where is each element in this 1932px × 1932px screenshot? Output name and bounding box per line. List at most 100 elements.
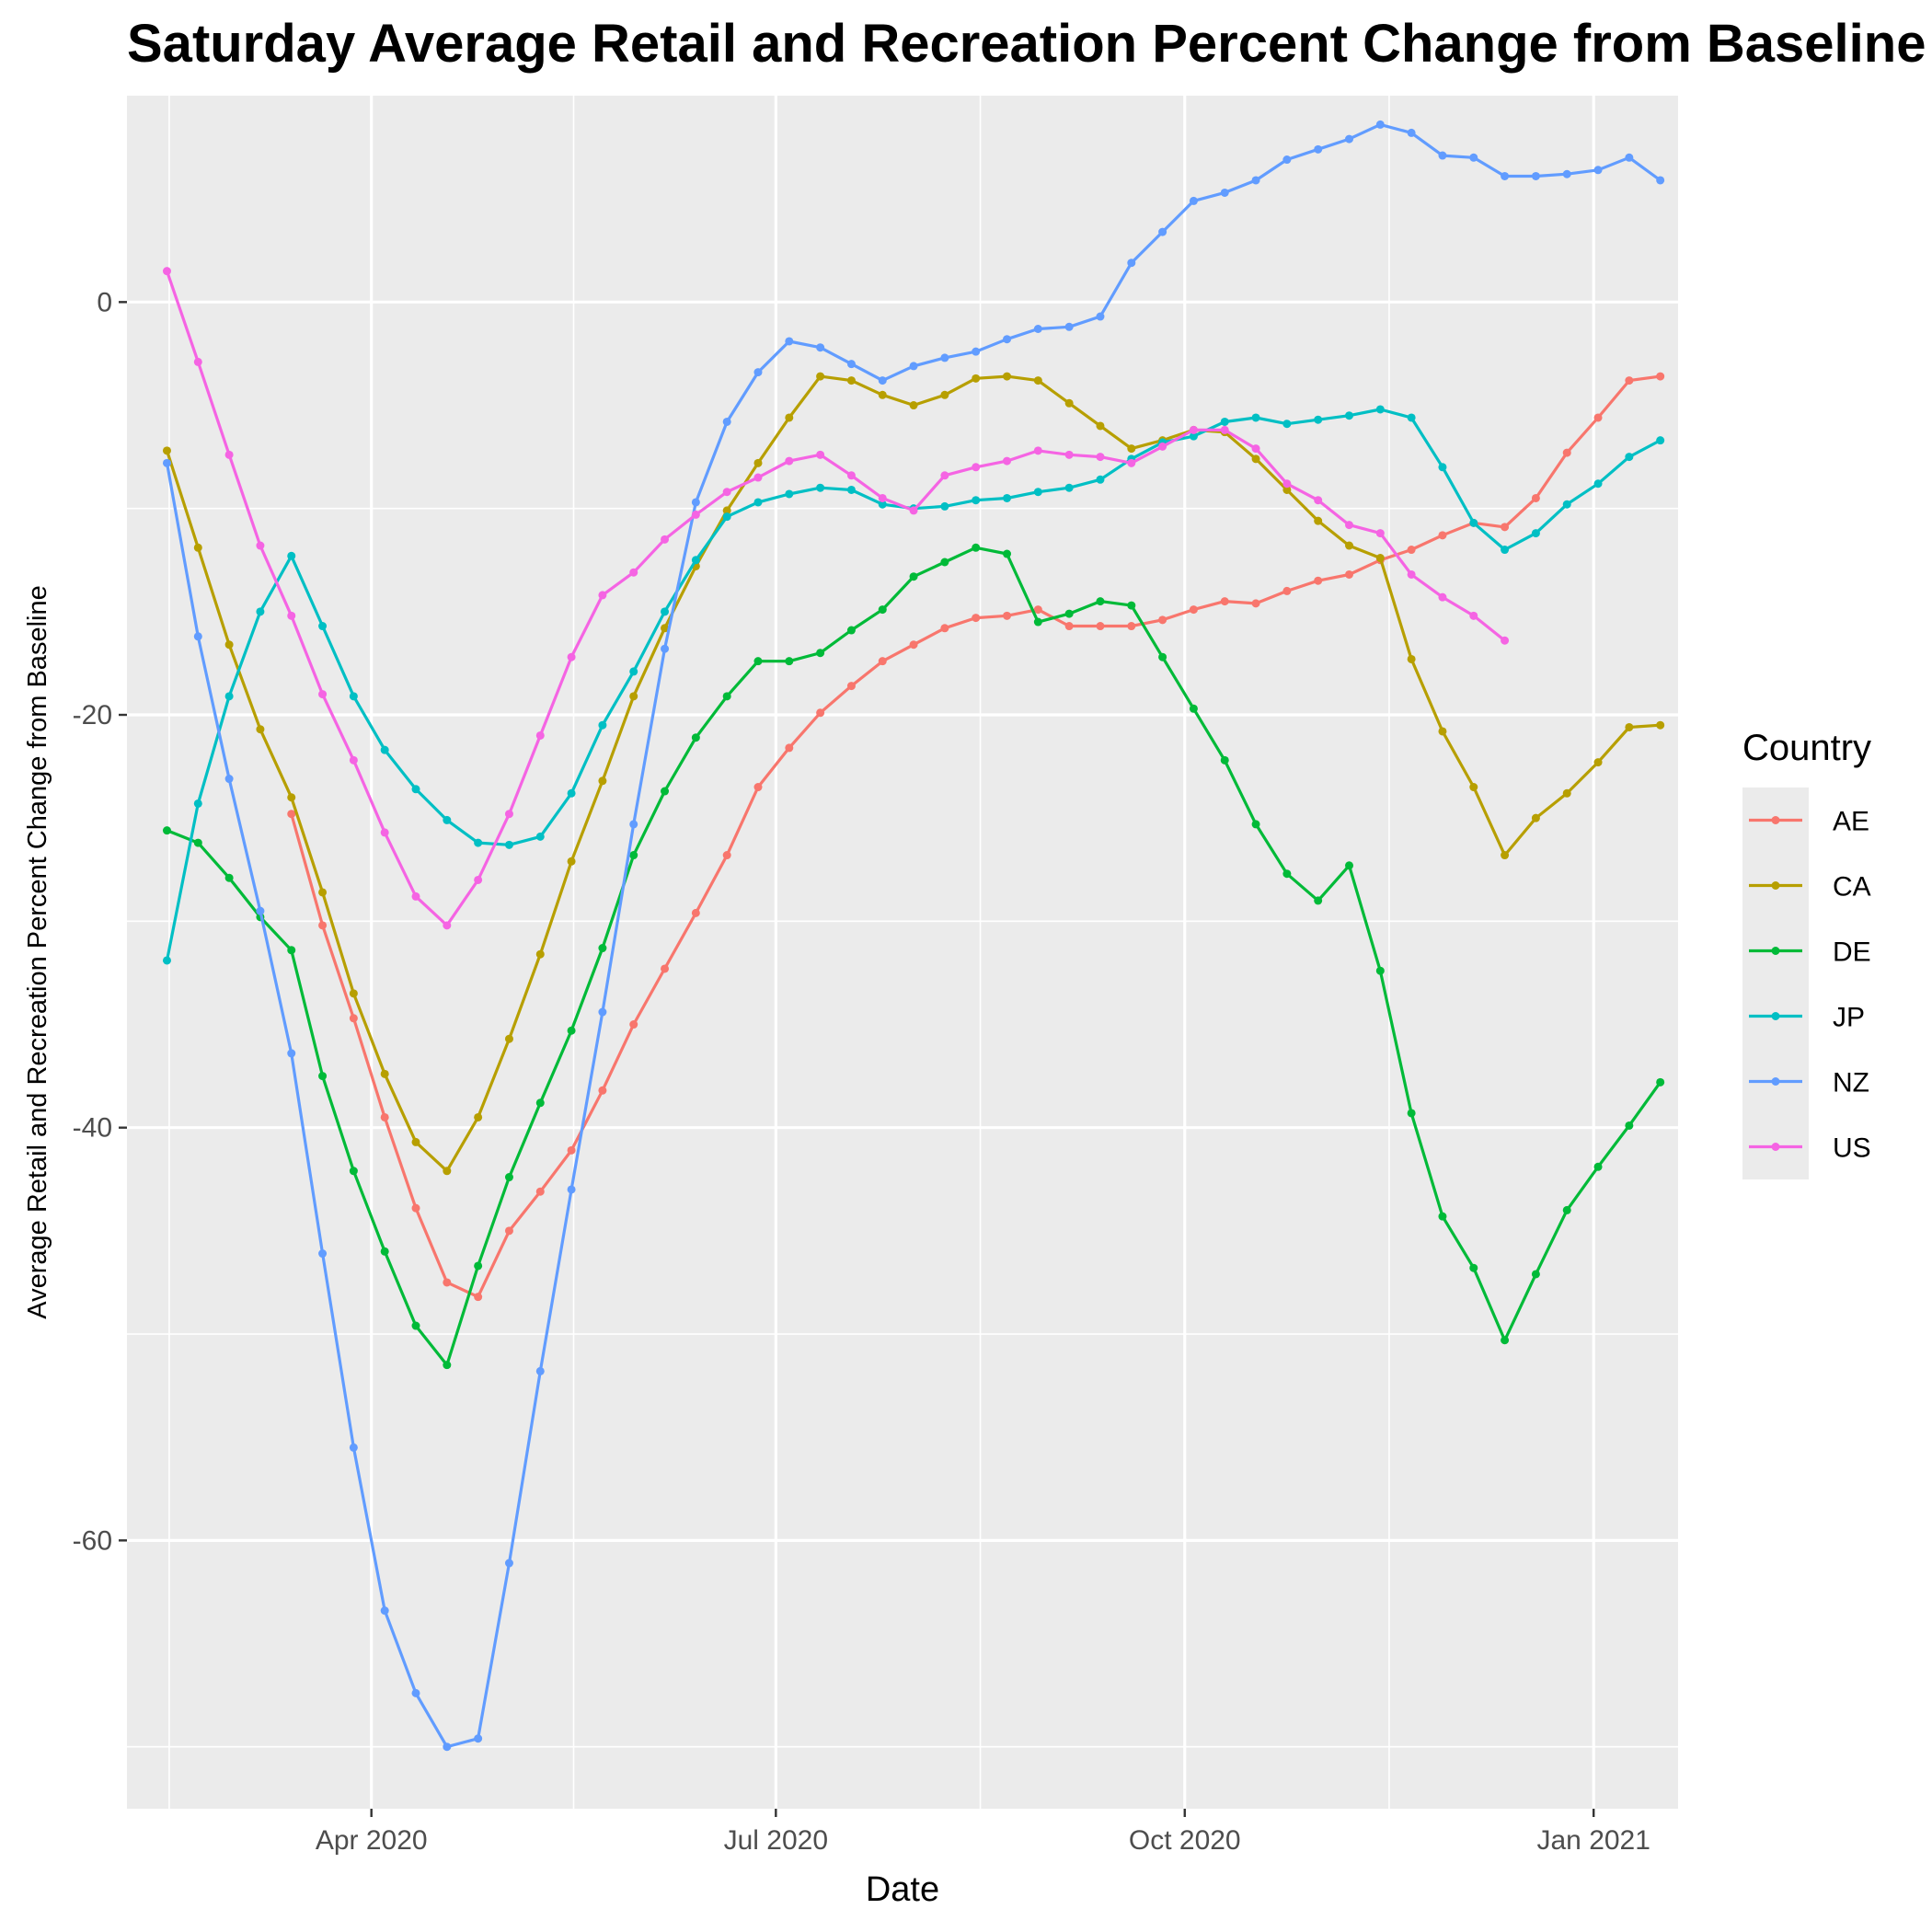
data-point bbox=[443, 1361, 452, 1370]
data-point bbox=[1282, 420, 1292, 429]
data-point bbox=[1251, 176, 1260, 185]
data-point bbox=[1531, 493, 1540, 502]
data-point bbox=[1562, 500, 1571, 509]
data-point bbox=[1438, 151, 1447, 160]
data-point bbox=[535, 832, 545, 841]
data-point bbox=[1127, 601, 1136, 610]
data-point bbox=[1096, 622, 1105, 631]
data-point bbox=[1531, 813, 1540, 822]
data-point bbox=[661, 644, 670, 653]
data-point bbox=[224, 450, 234, 459]
data-point bbox=[753, 368, 763, 377]
data-point bbox=[1096, 475, 1105, 484]
data-point bbox=[1593, 166, 1603, 175]
legend-key-point bbox=[1771, 881, 1780, 890]
data-point bbox=[443, 1278, 452, 1287]
data-point bbox=[1220, 755, 1229, 765]
data-point bbox=[940, 501, 949, 511]
legend-item-nz: NZ bbox=[1749, 1068, 1869, 1098]
minor-gridlines bbox=[127, 96, 1678, 1809]
data-point bbox=[443, 1167, 452, 1176]
data-point bbox=[816, 343, 825, 352]
data-point bbox=[1158, 652, 1167, 661]
data-point bbox=[567, 1185, 576, 1194]
data-point bbox=[318, 1249, 328, 1259]
data-point bbox=[567, 1026, 576, 1035]
data-point bbox=[1656, 372, 1665, 381]
data-point bbox=[193, 543, 202, 552]
legend-label: JP bbox=[1833, 1003, 1865, 1033]
data-point bbox=[1003, 335, 1012, 344]
data-point bbox=[504, 810, 513, 819]
data-point bbox=[1469, 783, 1478, 792]
data-point bbox=[1531, 529, 1540, 538]
data-point bbox=[1127, 622, 1136, 631]
data-point bbox=[846, 471, 856, 480]
data-point bbox=[816, 450, 825, 459]
data-point bbox=[1064, 450, 1074, 459]
data-point bbox=[1438, 727, 1447, 736]
data-point bbox=[598, 720, 607, 730]
data-point bbox=[443, 921, 452, 930]
data-point bbox=[1345, 521, 1354, 530]
data-point bbox=[629, 820, 638, 829]
data-point bbox=[722, 512, 731, 522]
legend-key-point bbox=[1771, 947, 1780, 955]
data-point bbox=[1282, 586, 1292, 595]
data-point bbox=[878, 657, 887, 666]
data-point bbox=[1469, 518, 1478, 527]
data-point bbox=[1033, 446, 1042, 455]
data-point bbox=[193, 357, 202, 366]
data-point bbox=[1375, 405, 1385, 414]
x-tick-label: Oct 2020 bbox=[1129, 1825, 1241, 1856]
data-point bbox=[318, 1072, 328, 1081]
data-point bbox=[1345, 134, 1354, 144]
data-point bbox=[972, 496, 981, 505]
data-point bbox=[474, 1734, 483, 1743]
x-axis: Apr 2020 Jul 2020 Oct 2020 Jan 2021 bbox=[316, 1809, 1650, 1856]
data-point bbox=[380, 1112, 389, 1121]
legend-item-us: US bbox=[1749, 1133, 1871, 1164]
data-point bbox=[1438, 463, 1447, 472]
y-axis-title: Average Retail and Recreation Percent Ch… bbox=[23, 585, 52, 1318]
data-point bbox=[846, 360, 856, 369]
data-point bbox=[411, 891, 420, 901]
data-point bbox=[785, 657, 794, 666]
legend-key-background bbox=[1742, 788, 1809, 1179]
data-point bbox=[753, 458, 763, 467]
data-point bbox=[1407, 128, 1416, 137]
data-point bbox=[878, 493, 887, 502]
data-point bbox=[1407, 1109, 1416, 1118]
data-point bbox=[380, 828, 389, 837]
data-point bbox=[1251, 599, 1260, 608]
chart-title: Saturday Average Retail and Recreation P… bbox=[127, 14, 1926, 74]
data-point bbox=[816, 372, 825, 381]
data-point bbox=[474, 1293, 483, 1302]
data-point bbox=[1625, 153, 1634, 162]
legend-key-point bbox=[1771, 1143, 1780, 1151]
data-point bbox=[940, 353, 949, 362]
data-point bbox=[1033, 376, 1042, 385]
data-point bbox=[162, 956, 171, 965]
data-point bbox=[1158, 615, 1167, 625]
data-point bbox=[1375, 554, 1385, 563]
data-point bbox=[287, 551, 296, 560]
data-point bbox=[753, 657, 763, 666]
data-point bbox=[380, 1606, 389, 1616]
legend-key-point bbox=[1771, 816, 1780, 824]
data-point bbox=[1656, 1077, 1665, 1087]
data-point bbox=[1251, 454, 1260, 464]
data-point bbox=[1438, 531, 1447, 540]
data-point bbox=[504, 1558, 513, 1568]
data-point bbox=[1251, 820, 1260, 829]
data-point bbox=[287, 810, 296, 819]
data-point bbox=[691, 510, 700, 519]
data-point bbox=[722, 851, 731, 860]
data-point bbox=[1064, 322, 1074, 331]
data-point bbox=[1501, 636, 1510, 645]
legend-item-de: DE bbox=[1749, 937, 1871, 968]
data-point bbox=[1003, 456, 1012, 466]
data-point bbox=[909, 572, 918, 581]
data-point bbox=[1127, 458, 1136, 467]
